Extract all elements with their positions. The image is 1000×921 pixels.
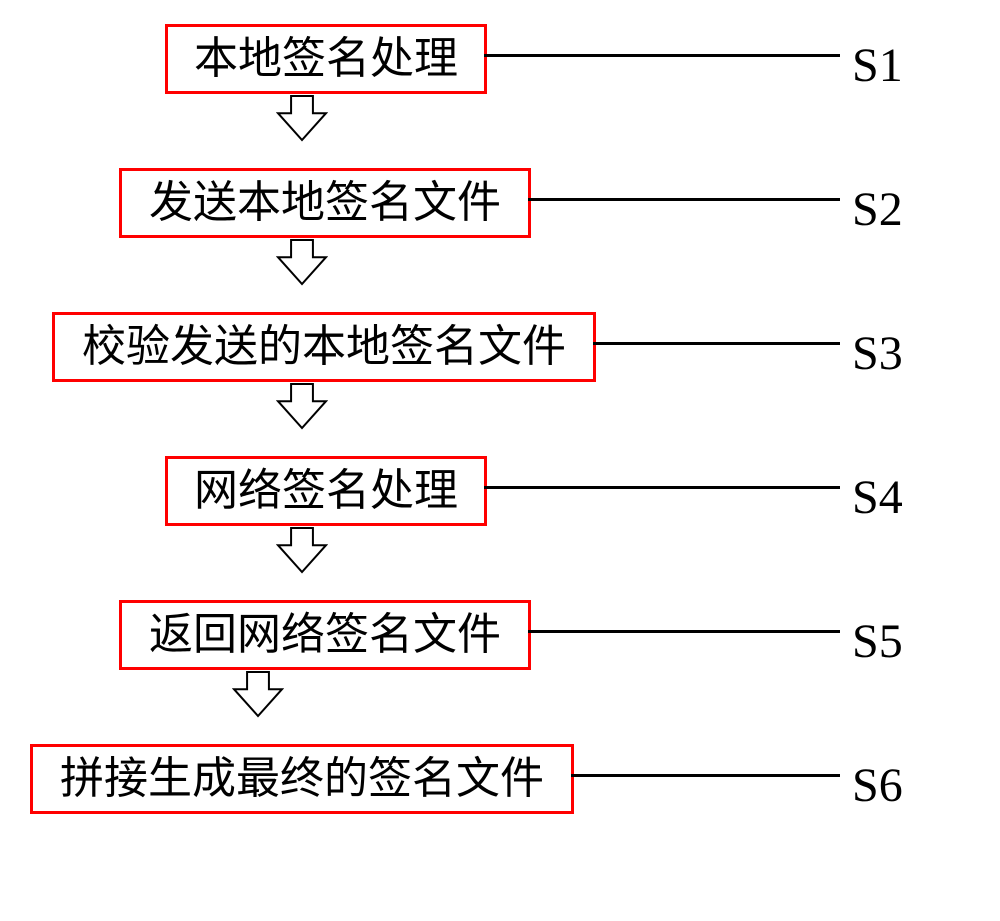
step-label-s2: S2 (852, 182, 903, 237)
connector-line-s1 (484, 54, 840, 57)
step-label-s3: S3 (852, 326, 903, 381)
step-box-s6: 拼接生成最终的签名文件 (30, 744, 574, 814)
connector-line-s3 (593, 342, 840, 345)
step-box-s3: 校验发送的本地签名文件 (52, 312, 596, 382)
connector-line-s2 (528, 198, 840, 201)
step-box-s2: 发送本地签名文件 (119, 168, 531, 238)
step-box-s5: 返回网络签名文件 (119, 600, 531, 670)
down-arrow-icon (276, 238, 328, 291)
step-text-s5: 返回网络签名文件 (149, 613, 501, 657)
connector-line-s5 (528, 630, 840, 633)
step-label-s1: S1 (852, 38, 903, 93)
step-text-s1: 本地签名处理 (194, 37, 458, 81)
step-text-s3: 校验发送的本地签名文件 (82, 325, 566, 369)
step-text-s4: 网络签名处理 (194, 469, 458, 513)
connector-line-s4 (484, 486, 840, 489)
step-text-s6: 拼接生成最终的签名文件 (60, 757, 544, 801)
down-arrow-icon (276, 526, 328, 579)
step-label-s4: S4 (852, 470, 903, 525)
flowchart-canvas: 本地签名处理 S1 发送本地签名文件 S2 校验发送的本地签名文件 S3 网络签名处理 S4 返… (0, 0, 1000, 921)
down-arrow-icon (276, 382, 328, 435)
step-box-s1: 本地签名处理 (165, 24, 487, 94)
down-arrow-icon (232, 670, 284, 723)
connector-line-s6 (571, 774, 840, 777)
step-label-s6: S6 (852, 758, 903, 813)
down-arrow-icon (276, 94, 328, 147)
step-text-s2: 发送本地签名文件 (149, 181, 501, 225)
step-label-s5: S5 (852, 614, 903, 669)
step-box-s4: 网络签名处理 (165, 456, 487, 526)
